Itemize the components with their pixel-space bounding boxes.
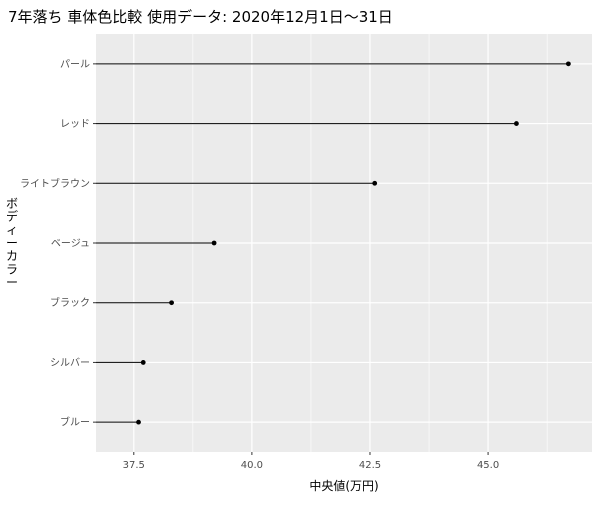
x-tick-label: 40.0 (241, 460, 263, 471)
y-tick-label: ライトブラウン (20, 177, 90, 190)
y-tick-label: ベージュ (51, 238, 90, 250)
y-axis-title-char: ィ (6, 223, 18, 237)
y-tick-label: レッド (60, 119, 90, 130)
y-axis-title-char: カ (6, 249, 18, 263)
y-tick-label: ブラック (50, 296, 90, 309)
y-axis-title-char: ー (6, 236, 18, 250)
y-tick-label: ブルー (60, 416, 90, 429)
y-tick-label: パール (60, 58, 90, 70)
data-marks (96, 61, 571, 425)
x-axis: 37.5 40.0 42.5 45.0 (123, 452, 499, 471)
x-tick-label: 37.5 (123, 460, 145, 471)
y-tick-label: シルバー (50, 357, 90, 369)
x-tick-label: 45.0 (477, 460, 499, 471)
y-axis-title: ボディーカラー (6, 196, 18, 289)
x-axis-title: 中央値(万円) (309, 478, 378, 493)
lollipop-point (140, 360, 146, 365)
lollipop-point (514, 121, 519, 126)
chart-title: 7年落ち 車体色比較 使用データ: 2020年12月1日～31日 (8, 8, 393, 26)
lollipop-point (136, 419, 141, 425)
x-tick-label: 42.5 (359, 460, 381, 471)
y-axis-title-char: ー (6, 276, 18, 290)
lollipop-point (169, 300, 174, 306)
y-axis-title-char: ボ (6, 196, 18, 210)
y-axis-title-char: ラ (6, 262, 18, 276)
lollipop-point (565, 61, 571, 67)
lollipop-point (372, 180, 378, 186)
lollipop-point (211, 240, 217, 246)
y-axis-title-char: デ (6, 209, 18, 224)
